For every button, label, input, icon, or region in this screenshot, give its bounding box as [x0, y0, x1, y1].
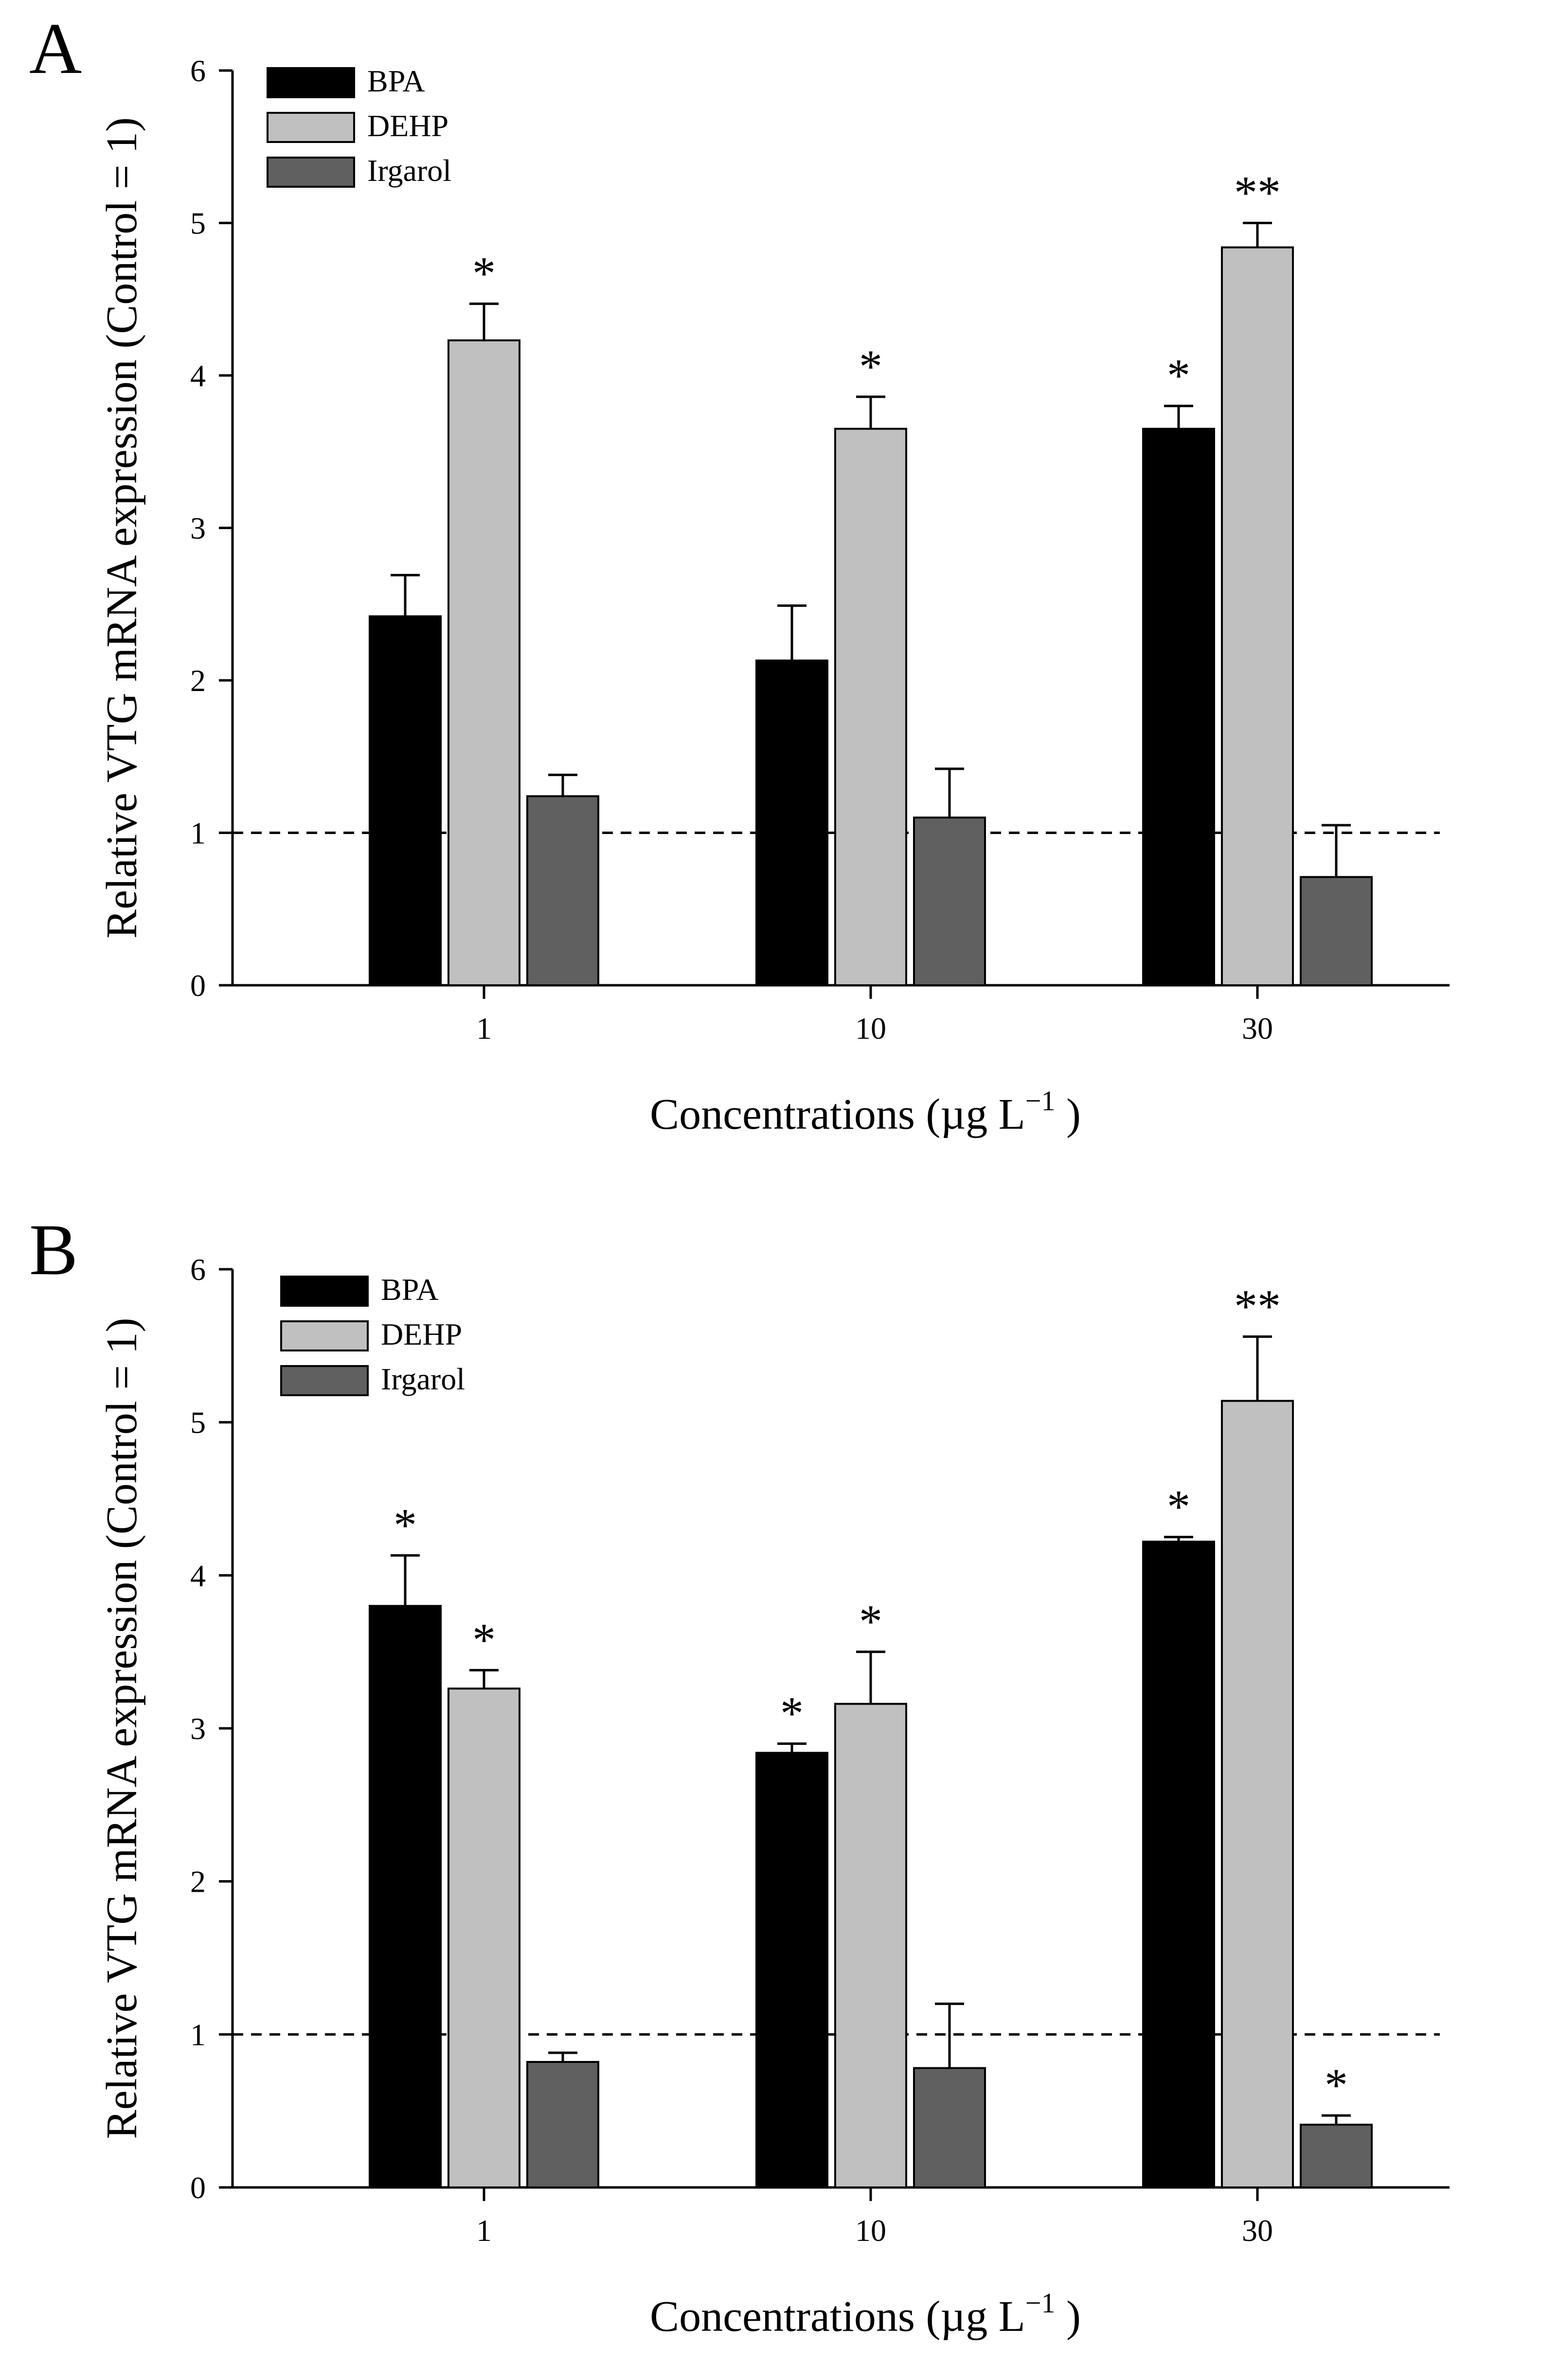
legend-swatch-dehp	[280, 1320, 369, 1351]
x-tick-label: 1	[476, 1011, 492, 1046]
legend-label-bpa: BPA	[381, 1272, 439, 1307]
bar-bpa-30	[1142, 1541, 1215, 2188]
x-tick-label: 30	[1242, 2213, 1273, 2248]
chart-panel-a: A 0 1 2 3 4 5 6 Relative VTG mRNA expression (Co…	[29, 8, 1450, 1138]
bar-irgarol-1	[526, 795, 599, 986]
y-tick-label: 1	[190, 2017, 206, 2052]
x-axis-title-main: Concentrations (µg L	[650, 2292, 1025, 2341]
bar-irgarol-30	[1300, 876, 1373, 987]
x-axis-title-close: )	[1055, 2292, 1080, 2341]
y-tick-label: 3	[190, 1711, 206, 1746]
bar-bpa-1	[369, 615, 442, 986]
significance-dehp-10: *	[859, 340, 882, 392]
y-axis-title: Relative VTG mRNA expression (Control = …	[98, 1318, 146, 2139]
bar-bpa-1	[369, 1605, 442, 2188]
bar-dehp-10	[834, 427, 907, 986]
x-axis-title-superscript: −1	[1025, 1085, 1056, 1117]
x-tick-label: 10	[855, 1011, 886, 1046]
significance-bpa-30: *	[1167, 350, 1190, 402]
x-axis-title: Concentrations (µg L−1 )	[650, 1085, 1081, 1138]
panel-label: A	[29, 8, 82, 89]
x-axis-title-superscript: −1	[1025, 2287, 1056, 2319]
significance-dehp-1: *	[472, 1614, 496, 1666]
panel-label: B	[29, 1209, 78, 1290]
y-tick-label: 6	[190, 53, 206, 88]
y-tick-label: 6	[190, 1252, 206, 1287]
y-tick-label: 5	[190, 206, 206, 241]
significance-irgarol-30: *	[1325, 2059, 1348, 2111]
y-tick-label: 1	[190, 816, 206, 851]
x-axis-title-close: )	[1055, 1090, 1080, 1138]
legend-label-dehp: DEHP	[367, 108, 448, 143]
y-tick-label: 0	[190, 2170, 206, 2205]
bar-dehp-30	[1221, 246, 1294, 986]
bar-irgarol-30	[1300, 2123, 1373, 2189]
y-tick-label: 0	[190, 968, 206, 1003]
bar-bpa-10	[755, 659, 828, 986]
legend-swatch-dehp	[267, 112, 355, 143]
bar-dehp-1	[448, 339, 520, 986]
bar-dehp-10	[834, 1703, 907, 2188]
significance-dehp-10: *	[859, 1596, 882, 1648]
legend-label-dehp: DEHP	[381, 1317, 462, 1351]
legend-swatch-irgarol	[267, 157, 355, 188]
bar-bpa-10	[755, 1752, 828, 2188]
legend-label-irgarol: Irgarol	[367, 153, 451, 188]
y-tick-label: 4	[190, 1558, 206, 1593]
bar-irgarol-10	[913, 817, 986, 987]
chart-panel-b: B 0 1 2 3 4 5 6 Relative VTG mRNA expression (Co…	[29, 1209, 1450, 2341]
y-tick-label: 4	[190, 358, 206, 393]
y-axis-title: Relative VTG mRNA expression (Control = …	[98, 117, 146, 939]
legend-label-bpa: BPA	[367, 64, 425, 98]
x-tick-label: 1	[476, 2213, 492, 2248]
significance-dehp-30: **	[1234, 167, 1281, 219]
significance-bpa-30: *	[1167, 1481, 1190, 1533]
legend-label-irgarol: Irgarol	[381, 1362, 465, 1396]
bar-bpa-30	[1142, 427, 1215, 986]
x-axis-title-main: Concentrations (µg L	[650, 1090, 1025, 1138]
x-tick-label: 30	[1242, 1011, 1273, 1046]
x-tick-label: 10	[855, 2213, 886, 2248]
legend-swatch-irgarol	[280, 1365, 369, 1396]
y-tick-label: 5	[190, 1405, 206, 1440]
y-tick-label: 2	[190, 663, 206, 698]
bar-irgarol-10	[913, 2067, 986, 2189]
significance-bpa-10: *	[780, 1687, 804, 1739]
significance-dehp-1: *	[472, 248, 496, 300]
significance-bpa-1: *	[394, 1499, 417, 1551]
y-tick-label: 3	[190, 511, 206, 546]
bar-dehp-1	[448, 1687, 520, 2189]
legend-swatch-bpa	[267, 67, 355, 98]
y-tick-label: 2	[190, 1865, 206, 1899]
significance-dehp-30: **	[1234, 1280, 1281, 1332]
x-axis-title: Concentrations (µg L−1 )	[650, 2287, 1081, 2341]
bar-irgarol-1	[526, 2060, 599, 2188]
bar-dehp-30	[1221, 1400, 1294, 2188]
legend-swatch-bpa	[280, 1276, 369, 1307]
